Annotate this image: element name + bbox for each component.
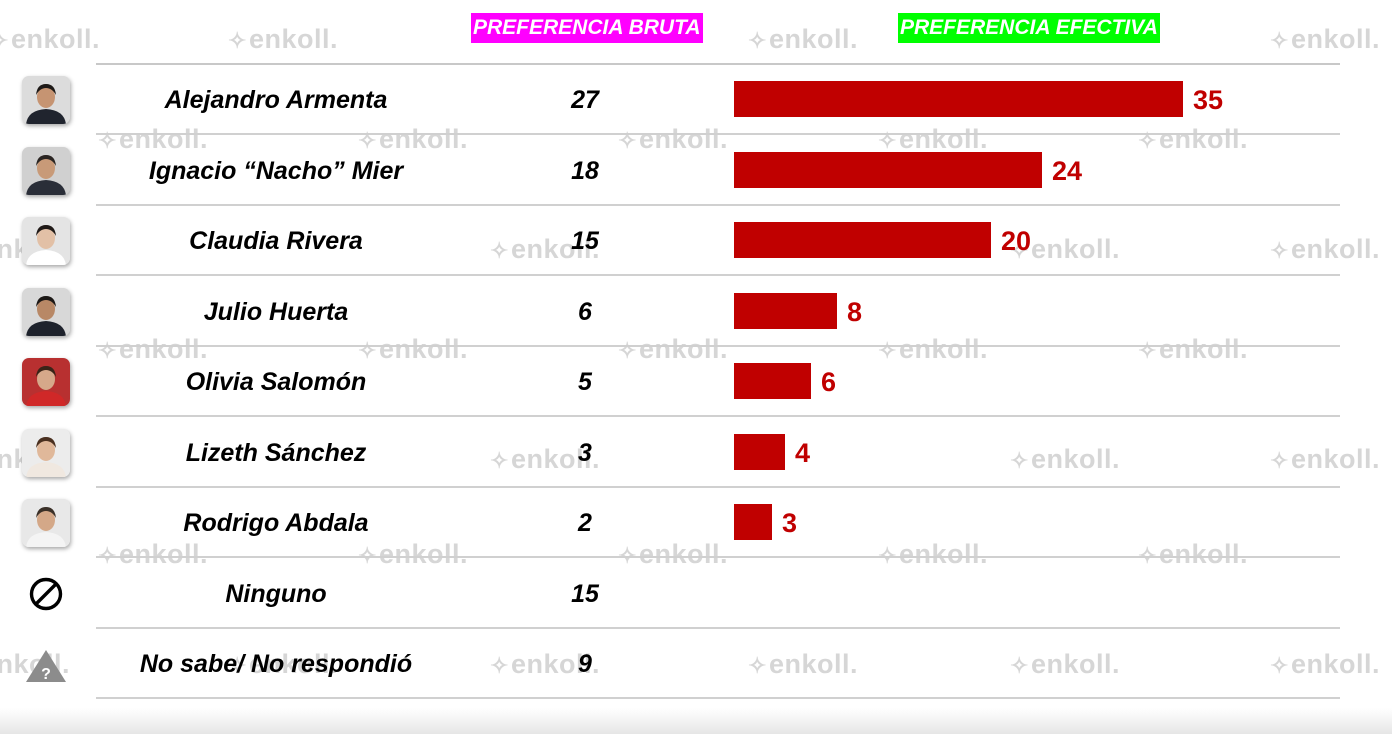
candidate-name: Claudia Rivera <box>189 227 363 255</box>
avatar-abdala-icon <box>22 499 70 547</box>
candidate-name: Lizeth Sánchez <box>185 439 367 467</box>
table-row: ? No sabe/ No respondió 9 <box>0 629 1392 699</box>
preferencia-bruta-value: 15 <box>571 227 599 255</box>
avatar-mier-icon <box>22 147 70 195</box>
preferencia-efectiva-label: 24 <box>1052 156 1083 186</box>
table-row: Alejandro Armenta 27 35 <box>0 65 1392 135</box>
watermark-logo: enkoll. <box>0 24 100 55</box>
header-preferencia-efectiva: PREFERENCIA EFECTIVA <box>898 13 1160 43</box>
row-divider <box>96 345 1340 347</box>
preferencia-efectiva-label: 4 <box>795 438 811 468</box>
row-divider <box>96 133 1340 135</box>
watermark-logo: enkoll. <box>748 24 858 55</box>
preferencia-efectiva-label: 3 <box>782 508 798 538</box>
svg-text:?: ? <box>41 666 51 683</box>
preferencia-efectiva-bar <box>734 222 991 258</box>
candidate-name: Alejandro Armenta <box>164 86 388 114</box>
candidate-name: Olivia Salomón <box>185 368 367 396</box>
candidate-name: Ignacio “Nacho” Mier <box>148 157 404 185</box>
row-divider <box>96 697 1340 699</box>
candidate-name: Rodrigo Abdala <box>183 509 369 537</box>
prohibited-icon <box>22 570 70 618</box>
bottom-shade <box>0 708 1392 734</box>
header-preferencia-bruta: PREFERENCIA BRUTA <box>471 13 703 43</box>
table-row: Claudia Rivera 15 20 <box>0 206 1392 276</box>
table-row: Julio Huerta 6 8 <box>0 277 1392 347</box>
avatar-huerta-icon <box>22 288 70 336</box>
preferencia-bruta-value: 2 <box>578 509 592 537</box>
row-divider <box>96 627 1340 629</box>
candidate-name: Ninguno <box>225 580 327 608</box>
row-divider <box>96 486 1340 488</box>
watermark-logo: enkoll. <box>228 24 338 55</box>
preferencia-bruta-value: 27 <box>571 86 599 114</box>
row-divider <box>96 415 1340 417</box>
preferencia-efectiva-bar <box>734 434 785 470</box>
table-row: Lizeth Sánchez 3 4 <box>0 418 1392 488</box>
preferencia-efectiva-bar <box>734 152 1042 188</box>
table-row: Ninguno 15 <box>0 559 1392 629</box>
avatar-salomon-icon <box>22 358 70 406</box>
preferencia-efectiva-bar <box>734 363 811 399</box>
preferencia-efectiva-bar <box>734 504 772 540</box>
preferencia-bruta-value: 3 <box>578 439 592 467</box>
table-row: Ignacio “Nacho” Mier 18 24 <box>0 136 1392 206</box>
preferencia-bruta-value: 9 <box>578 650 592 678</box>
avatar-rivera-icon <box>22 217 70 265</box>
avatar-armenta-icon <box>22 76 70 124</box>
preferencia-bruta-value: 18 <box>571 157 599 185</box>
row-divider <box>96 204 1340 206</box>
preferencia-efectiva-label: 35 <box>1193 85 1224 115</box>
preferencia-efectiva-label: 20 <box>1001 226 1032 256</box>
preferencia-bruta-value: 5 <box>578 368 592 396</box>
avatar-sanchez-icon <box>22 429 70 477</box>
table-row: Rodrigo Abdala 2 3 <box>0 488 1392 558</box>
table-row: Olivia Salomón 5 6 <box>0 347 1392 417</box>
preferencia-efectiva-bar <box>734 81 1183 117</box>
row-divider <box>96 274 1340 276</box>
preferencia-efectiva-bar <box>734 293 837 329</box>
preferencia-bruta-value: 15 <box>571 580 599 608</box>
candidate-name: Julio Huerta <box>203 298 349 326</box>
preferencia-efectiva-label: 8 <box>847 297 863 327</box>
preferencia-efectiva-label: 6 <box>821 367 837 397</box>
question-triangle-icon: ? <box>22 640 70 688</box>
row-divider <box>96 556 1340 558</box>
candidate-name: No sabe/ No respondió <box>139 650 413 678</box>
top-rule <box>96 63 1340 65</box>
preferencia-bruta-value: 6 <box>578 298 592 326</box>
watermark-logo: enkoll. <box>1270 24 1380 55</box>
